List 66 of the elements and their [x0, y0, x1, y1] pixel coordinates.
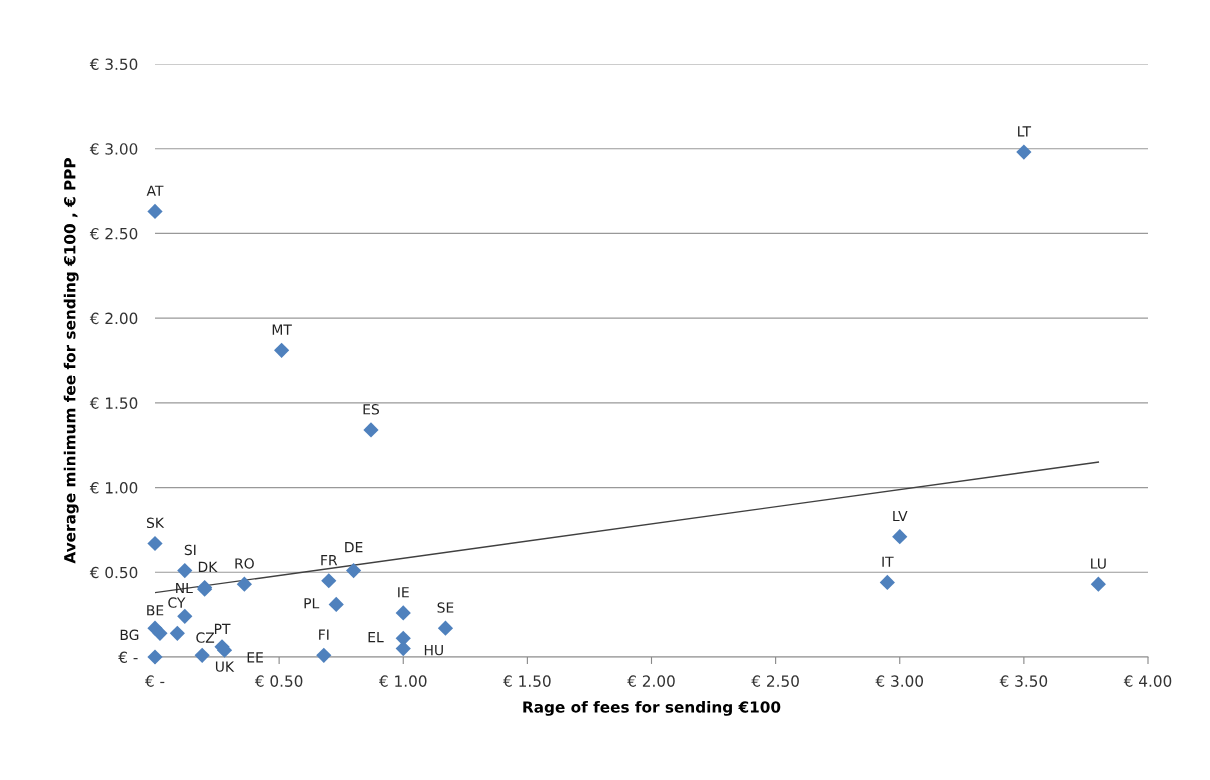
y-tick-label: € 0.50	[89, 566, 138, 579]
y-tick-label: € -	[118, 651, 138, 664]
annotation: UK	[215, 661, 235, 672]
x-tick-label: € 3.00	[875, 675, 924, 687]
annotation: PL	[304, 598, 320, 609]
point	[169, 625, 185, 641]
annotation: EL	[368, 632, 384, 643]
y-tick-label: € 3.00	[89, 143, 138, 155]
annotation: BG	[120, 629, 139, 641]
annotation: CZ	[196, 632, 215, 643]
annotation: HU	[424, 645, 443, 656]
y-tick-label: € 1.50	[89, 397, 138, 409]
annotation: SI	[184, 544, 196, 556]
annotation: ES	[363, 404, 379, 415]
point	[879, 574, 895, 591]
x-tick-label: € 1.00	[378, 675, 427, 687]
point	[147, 535, 163, 552]
point	[437, 620, 454, 636]
point	[1016, 144, 1032, 160]
y-tick-label: € 1.00	[89, 482, 138, 494]
point	[321, 573, 337, 589]
annotation: LU	[1091, 558, 1106, 569]
point	[892, 529, 908, 545]
annotation: LV	[893, 510, 908, 522]
annotation: IT	[882, 556, 894, 567]
x-tick-label: € -	[144, 675, 165, 687]
annotation: SK	[146, 517, 165, 529]
y-tick-label: € 2.00	[89, 312, 138, 325]
point	[345, 562, 362, 579]
annotation: BE	[147, 605, 164, 616]
point	[274, 342, 290, 358]
annotation: MT	[272, 324, 292, 335]
annotation: DK	[198, 561, 218, 572]
annotation: RO	[235, 558, 254, 569]
annotation: LT	[1018, 126, 1032, 137]
annotation: EE	[247, 652, 263, 663]
point	[177, 608, 193, 624]
y-tick-label: € 3.50	[89, 58, 138, 71]
annotation: AT	[146, 185, 164, 196]
x-tick-label: € 2.00	[627, 675, 675, 687]
point	[328, 596, 344, 613]
point	[152, 625, 168, 641]
y-axis-title: Average minimum fee for sending €100 , € PPP	[63, 158, 79, 564]
point	[236, 576, 252, 592]
x-tick-label: € 3.50	[999, 675, 1048, 687]
x-tick-label: € 1.50	[503, 675, 551, 687]
x-tick-label: € 4.00	[1123, 675, 1172, 687]
annotation: DE	[345, 542, 363, 553]
x-axis-title: Rage of fees for sending €100	[523, 700, 781, 716]
x-tick-label: € 0.50	[254, 675, 303, 687]
point	[194, 647, 210, 663]
annotation: SE	[437, 602, 454, 613]
annotation: IE	[398, 587, 409, 598]
point	[177, 562, 193, 579]
point	[1090, 576, 1106, 592]
point	[147, 649, 163, 665]
point	[395, 605, 411, 621]
annotation: CY	[168, 597, 186, 608]
point	[147, 203, 163, 220]
point	[316, 647, 332, 663]
x-tick-label: € 2.50	[751, 675, 799, 687]
annotation: PT	[214, 623, 231, 634]
annotation: FR	[321, 555, 338, 566]
annotation: FI	[319, 629, 329, 640]
y-tick-label: € 2.50	[89, 227, 138, 240]
point	[363, 422, 379, 438]
